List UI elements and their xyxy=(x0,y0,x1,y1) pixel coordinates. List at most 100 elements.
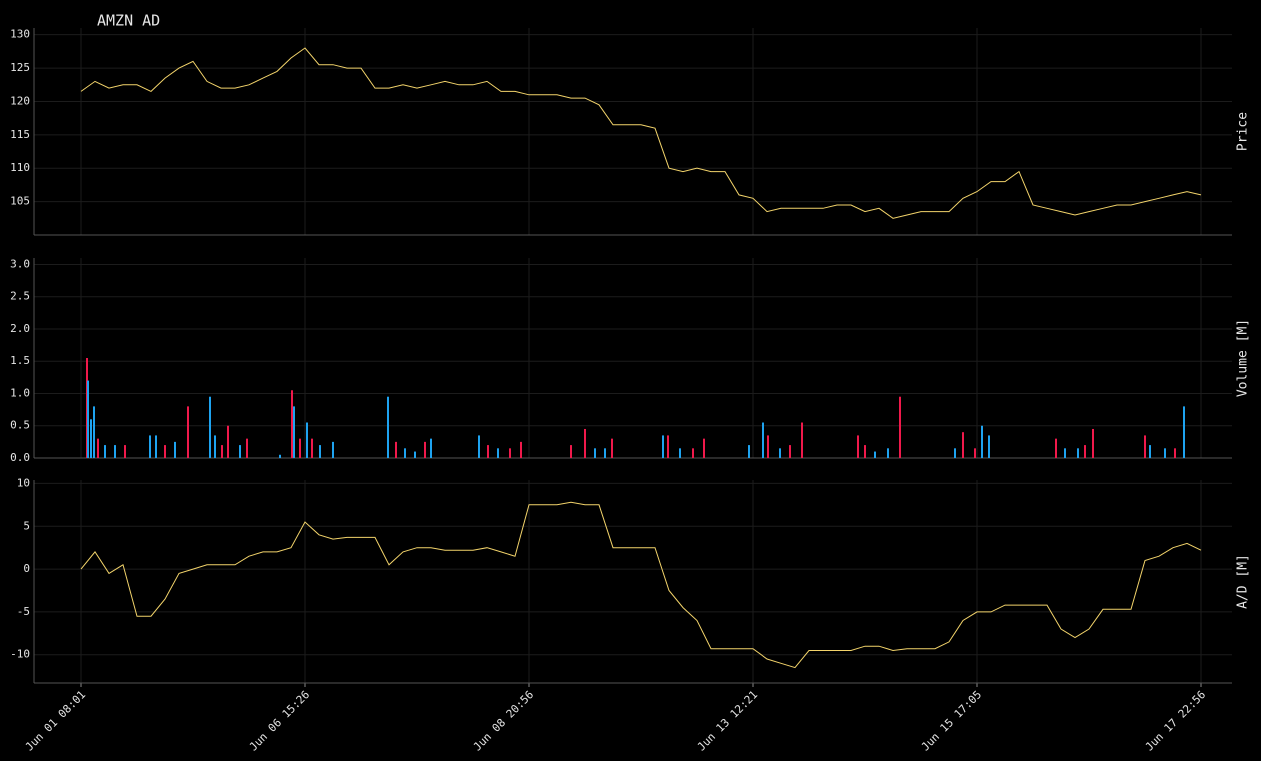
volume-bar xyxy=(279,454,281,458)
volume-bar xyxy=(1149,445,1151,458)
y-tick-label: 5 xyxy=(23,519,30,532)
volume-bar xyxy=(962,432,964,458)
y-axis-label: Price xyxy=(1236,112,1251,151)
volume-bar xyxy=(124,445,126,458)
volume-bar xyxy=(414,451,416,458)
volume-bar xyxy=(679,448,681,458)
y-tick-label: 0.0 xyxy=(10,451,30,464)
volume-bar xyxy=(981,425,983,458)
x-tick-label: Jun 08 20:56 xyxy=(471,688,536,753)
y-tick-label: 2.0 xyxy=(10,322,30,335)
volume-bar xyxy=(114,445,116,458)
volume-bar xyxy=(93,406,95,458)
y-axis-label: Volume [M] xyxy=(1236,319,1251,397)
y-tick-label: 0 xyxy=(23,562,30,575)
volume-bar xyxy=(570,445,572,458)
volume-bar xyxy=(703,438,705,458)
y-tick-label: 110 xyxy=(10,161,30,174)
volume-bar xyxy=(509,448,511,458)
volume-bar xyxy=(90,419,92,458)
x-tick-label: Jun 17 22:56 xyxy=(1143,688,1208,753)
y-tick-label: 1.5 xyxy=(10,354,30,367)
volume-bar xyxy=(748,445,750,458)
volume-bar xyxy=(1174,448,1176,458)
y-tick-label: 125 xyxy=(10,61,30,74)
volume-bar xyxy=(227,425,229,458)
volume-bar xyxy=(155,435,157,458)
volume-bar xyxy=(164,445,166,458)
volume-bar xyxy=(767,435,769,458)
volume-bar xyxy=(1144,435,1146,458)
volume-bar xyxy=(954,448,956,458)
y-tick-label: 120 xyxy=(10,94,30,107)
data-line xyxy=(80,501,1202,669)
y-tick-label: -5 xyxy=(17,605,30,618)
volume-bar xyxy=(299,438,301,458)
volume-bar xyxy=(332,441,334,458)
y-axis-label: A/D [M] xyxy=(1236,554,1251,609)
x-tick-label: Jun 13 12:21 xyxy=(695,688,760,753)
volume-bar xyxy=(97,438,99,458)
volume-bar xyxy=(594,448,596,458)
volume-bar xyxy=(214,435,216,458)
y-tick-label: 130 xyxy=(10,28,30,41)
y-tick-label: 10 xyxy=(17,476,30,489)
volume-bar xyxy=(87,380,89,458)
volume-bar xyxy=(874,451,876,458)
volume-bar xyxy=(662,435,664,458)
volume-bar xyxy=(209,396,211,458)
volume-bar xyxy=(779,448,781,458)
volume-bar xyxy=(584,428,586,458)
volume-bar xyxy=(430,438,432,458)
data-line xyxy=(80,47,1202,219)
volume-bar xyxy=(293,406,295,458)
volume-bar xyxy=(424,441,426,458)
volume-bar xyxy=(988,435,990,458)
volume-bar xyxy=(604,448,606,458)
volume-bar xyxy=(762,422,764,458)
volume-bar xyxy=(497,448,499,458)
volume-bar xyxy=(387,396,389,458)
volume-bar xyxy=(789,445,791,458)
volume-bar xyxy=(311,438,313,458)
y-tick-label: 0.5 xyxy=(10,419,30,432)
volume-bar xyxy=(395,441,397,458)
y-tick-label: 105 xyxy=(10,195,30,208)
volume-bar xyxy=(857,435,859,458)
volume-bar xyxy=(404,448,406,458)
volume-bar xyxy=(1164,448,1166,458)
volume-bar xyxy=(104,445,106,458)
volume-bar xyxy=(246,438,248,458)
volume-bar xyxy=(667,435,669,458)
volume-bar xyxy=(899,396,901,458)
volume-bar xyxy=(1084,445,1086,458)
y-tick-label: 115 xyxy=(10,128,30,141)
volume-bar xyxy=(239,445,241,458)
volume-bar xyxy=(1055,438,1057,458)
volume-bar xyxy=(221,445,223,458)
chart-title: AMZN AD xyxy=(97,12,160,30)
volume-bar xyxy=(887,448,889,458)
volume-bar xyxy=(319,445,321,458)
volume-bar xyxy=(478,435,480,458)
volume-bar xyxy=(187,406,189,458)
y-tick-label: 3.0 xyxy=(10,257,30,270)
volume-bar xyxy=(1077,448,1079,458)
volume-bar xyxy=(174,441,176,458)
y-tick-label: 1.0 xyxy=(10,386,30,399)
x-tick-label: Jun 06 15:26 xyxy=(247,688,312,753)
volume-bar xyxy=(487,445,489,458)
volume-bar xyxy=(1183,406,1185,458)
volume-bar xyxy=(291,390,293,458)
x-tick-label: Jun 15 17:05 xyxy=(919,688,984,753)
volume-bar xyxy=(974,448,976,458)
volume-bar xyxy=(149,435,151,458)
volume-bar xyxy=(611,438,613,458)
y-tick-label: -10 xyxy=(10,648,30,661)
volume-bar xyxy=(692,448,694,458)
volume-bar xyxy=(1064,448,1066,458)
volume-bar xyxy=(306,422,308,458)
volume-bar xyxy=(864,445,866,458)
volume-bar xyxy=(801,422,803,458)
